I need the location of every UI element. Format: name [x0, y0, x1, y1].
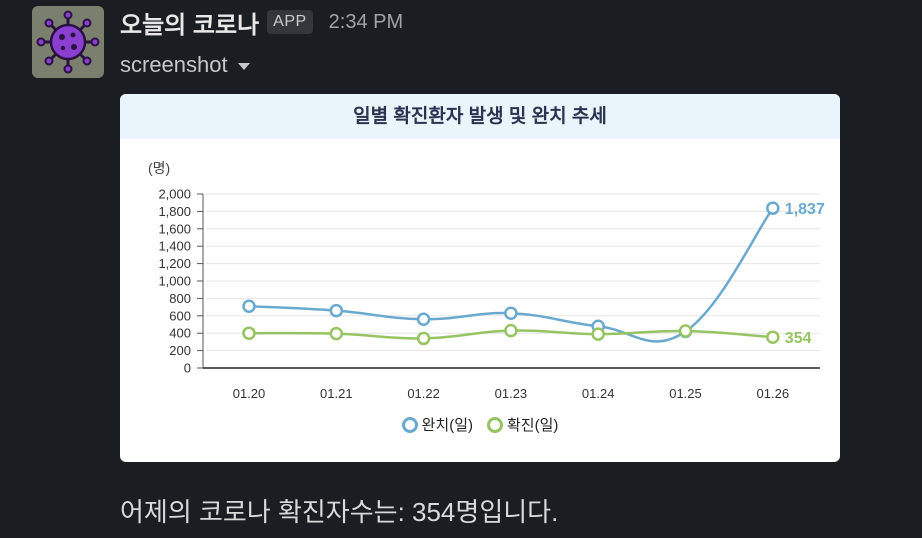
caret-down-icon [237, 62, 250, 70]
app-name[interactable]: 오늘의 코로나 [120, 11, 260, 39]
legend-label: 확진(일) [507, 417, 559, 434]
y-tick-label: 2,000 [158, 187, 191, 202]
chart-image[interactable]: 일별 확진환자 발생 및 완치 추세 (명) 0 200 400 600 800 1,00… [120, 94, 840, 462]
data-point [329, 326, 344, 341]
chart-title: 일별 확진환자 발생 및 완치 추세 [353, 106, 607, 127]
data-point [591, 327, 605, 341]
y-tick-label: 1,200 [158, 256, 191, 271]
chart-title-band [120, 94, 840, 139]
data-point [504, 323, 518, 338]
legend-item-confirmed[interactable]: 확진(일) [487, 414, 558, 435]
data-point [242, 299, 256, 313]
message-timestamp[interactable]: 2:34 PM [328, 10, 404, 33]
legend-label: 완치(일) [421, 417, 473, 434]
data-point [504, 306, 518, 320]
data-point [242, 326, 256, 340]
y-tick-label: 600 [169, 308, 191, 323]
app-badge: APP [267, 10, 313, 34]
end-value-label: 1,837 [785, 201, 825, 218]
attachment-toggle[interactable]: screenshot [120, 52, 250, 78]
line-chart: 0 200 400 600 800 1,000 1,200 1,400 1,600 1,800 2,… [158, 187, 825, 402]
x-tick-label: 01.20 [233, 386, 266, 401]
y-tick-label: 1,600 [158, 221, 191, 236]
data-point [329, 303, 344, 318]
legend-marker [487, 416, 503, 433]
x-tick-label: 01.22 [407, 386, 440, 401]
virus-icon [36, 10, 100, 74]
y-axis-unit: (명) [148, 160, 171, 176]
x-tick-label: 01.26 [757, 386, 790, 401]
y-tick-label: 800 [169, 291, 191, 306]
data-point [416, 331, 431, 346]
chart-legend: 완치(일) 확진(일) [120, 414, 840, 435]
y-tick-label: 1,000 [158, 274, 191, 289]
data-point [416, 312, 431, 327]
legend-item-recovered[interactable]: 완치(일) [401, 414, 473, 435]
y-tick-label: 400 [169, 326, 191, 341]
end-value-label: 354 [785, 330, 812, 347]
y-tick-label: 0 [184, 361, 191, 376]
data-point [678, 324, 693, 338]
x-tick-label: 01.25 [669, 386, 702, 401]
data-point [766, 330, 780, 344]
app-avatar[interactable] [32, 6, 104, 78]
x-tick-label: 01.24 [582, 386, 615, 401]
message-text: 어제의 코로나 확진자수는: 354명입니다. [120, 497, 559, 527]
legend-marker [401, 416, 418, 433]
data-point [766, 201, 780, 215]
y-tick-label: 200 [169, 343, 191, 358]
y-tick-label: 1,400 [158, 239, 191, 254]
attachment-name: screenshot [120, 52, 228, 77]
message-header: 오늘의 코로나 APP 2:34 PM [120, 6, 404, 39]
y-tick-label: 1,800 [158, 204, 191, 219]
x-tick-label: 01.21 [320, 386, 353, 401]
series-line [248, 207, 774, 343]
x-tick-label: 01.23 [495, 386, 528, 401]
